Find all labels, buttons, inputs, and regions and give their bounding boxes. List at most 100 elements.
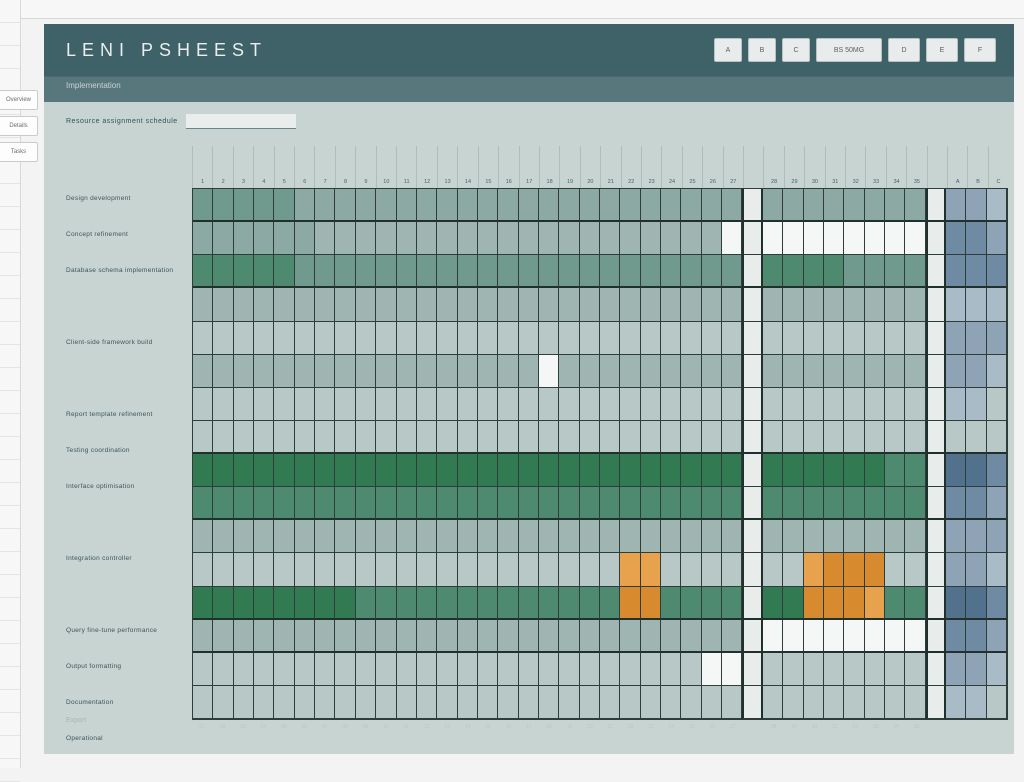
cell-r2-c18[interactable] (559, 255, 579, 288)
cell-r12-c28[interactable] (763, 587, 783, 620)
cell-r2-c32[interactable] (844, 255, 864, 288)
cell-r11-c1[interactable] (213, 553, 233, 586)
cell-r6-c18[interactable] (559, 388, 579, 421)
cell-r2-c3[interactable] (254, 255, 274, 288)
cell-r4-c8[interactable] (356, 322, 376, 355)
cell-r4-c18[interactable] (559, 322, 579, 355)
cell-r12-c12[interactable] (437, 587, 457, 620)
cell-r9-c13[interactable] (458, 487, 478, 520)
cell-r8-c12[interactable] (437, 454, 457, 487)
cell-r8-c0[interactable] (193, 454, 213, 487)
cell-r0-c6[interactable] (315, 189, 335, 222)
cell-r3-c26[interactable] (722, 288, 742, 321)
form-input[interactable] (186, 114, 296, 129)
cell-r3-c31[interactable] (824, 288, 844, 321)
cell-r11-c32[interactable] (844, 553, 864, 586)
cell-r13-c34[interactable] (885, 620, 905, 653)
cell-r0-c19[interactable] (580, 189, 600, 222)
cell-r10-c19[interactable] (580, 520, 600, 553)
cell-r3-c2[interactable] (234, 288, 254, 321)
cell-r2-c4[interactable] (274, 255, 294, 288)
cell-r1-c13[interactable] (458, 222, 478, 255)
cell-r12-c34[interactable] (885, 587, 905, 620)
cell-r9-c18[interactable] (559, 487, 579, 520)
cell-r6-c28[interactable] (763, 388, 783, 421)
cell-r0-c8[interactable] (356, 189, 376, 222)
cell-r8-c35[interactable] (905, 454, 925, 487)
cell-r13-c16[interactable] (519, 620, 539, 653)
cell-r5-c30[interactable] (804, 355, 824, 388)
cell-r13-c32[interactable] (844, 620, 864, 653)
cell-r7-c3[interactable] (254, 421, 274, 454)
cell-r7-c21[interactable] (620, 421, 640, 454)
cell-r7-c39[interactable] (987, 421, 1007, 454)
cell-r1-c37[interactable] (946, 222, 966, 255)
cell-r12-c11[interactable] (417, 587, 437, 620)
cell-r4-c14[interactable] (478, 322, 498, 355)
cell-r10-c24[interactable] (681, 520, 701, 553)
cell-r12-c19[interactable] (580, 587, 600, 620)
cell-r13-c37[interactable] (946, 620, 966, 653)
cell-r5-c19[interactable] (580, 355, 600, 388)
cell-r4-c37[interactable] (946, 322, 966, 355)
cell-r5-c32[interactable] (844, 355, 864, 388)
cell-r0-c1[interactable] (213, 189, 233, 222)
toolbar-button-3[interactable]: BS 50MG (816, 38, 882, 62)
cell-r14-c37[interactable] (946, 653, 966, 686)
cell-r4-c34[interactable] (885, 322, 905, 355)
cell-r14-c9[interactable] (376, 653, 396, 686)
cell-r2-c5[interactable] (295, 255, 315, 288)
cell-r0-c36[interactable] (926, 189, 946, 222)
cell-r4-c22[interactable] (641, 322, 661, 355)
cell-r12-c31[interactable] (824, 587, 844, 620)
cell-r13-c11[interactable] (417, 620, 437, 653)
cell-r15-c3[interactable] (254, 686, 274, 719)
cell-r2-c26[interactable] (722, 255, 742, 288)
cell-r11-c28[interactable] (763, 553, 783, 586)
cell-r13-c18[interactable] (559, 620, 579, 653)
cell-r9-c26[interactable] (722, 487, 742, 520)
cell-r14-c25[interactable] (702, 653, 722, 686)
cell-r12-c37[interactable] (946, 587, 966, 620)
cell-r5-c22[interactable] (641, 355, 661, 388)
cell-r6-c37[interactable] (946, 388, 966, 421)
cell-r11-c36[interactable] (926, 553, 946, 586)
cell-r4-c28[interactable] (763, 322, 783, 355)
cell-r8-c34[interactable] (885, 454, 905, 487)
cell-r3-c38[interactable] (966, 288, 986, 321)
cell-r1-c27[interactable] (742, 222, 762, 255)
cell-r2-c21[interactable] (620, 255, 640, 288)
cell-r14-c39[interactable] (987, 653, 1007, 686)
cell-r15-c30[interactable] (804, 686, 824, 719)
cell-r13-c25[interactable] (702, 620, 722, 653)
cell-r12-c10[interactable] (397, 587, 417, 620)
cell-r1-c16[interactable] (519, 222, 539, 255)
cell-r15-c24[interactable] (681, 686, 701, 719)
cell-r0-c5[interactable] (295, 189, 315, 222)
cell-r6-c9[interactable] (376, 388, 396, 421)
cell-r15-c26[interactable] (722, 686, 742, 719)
cell-r12-c21[interactable] (620, 587, 640, 620)
cell-r7-c0[interactable] (193, 421, 213, 454)
cell-r10-c32[interactable] (844, 520, 864, 553)
cell-r1-c29[interactable] (783, 222, 803, 255)
cell-r3-c36[interactable] (926, 288, 946, 321)
cell-r0-c11[interactable] (417, 189, 437, 222)
cell-r9-c36[interactable] (926, 487, 946, 520)
cell-r1-c25[interactable] (702, 222, 722, 255)
cell-r11-c25[interactable] (702, 553, 722, 586)
cell-r15-c19[interactable] (580, 686, 600, 719)
cell-r3-c17[interactable] (539, 288, 559, 321)
cell-r11-c0[interactable] (193, 553, 213, 586)
cell-r12-c3[interactable] (254, 587, 274, 620)
cell-r13-c29[interactable] (783, 620, 803, 653)
cell-r10-c26[interactable] (722, 520, 742, 553)
cell-r12-c24[interactable] (681, 587, 701, 620)
cell-r10-c22[interactable] (641, 520, 661, 553)
cell-r10-c31[interactable] (824, 520, 844, 553)
cell-r3-c10[interactable] (397, 288, 417, 321)
cell-r13-c20[interactable] (600, 620, 620, 653)
cell-r15-c23[interactable] (661, 686, 681, 719)
cell-r3-c21[interactable] (620, 288, 640, 321)
cell-r2-c9[interactable] (376, 255, 396, 288)
